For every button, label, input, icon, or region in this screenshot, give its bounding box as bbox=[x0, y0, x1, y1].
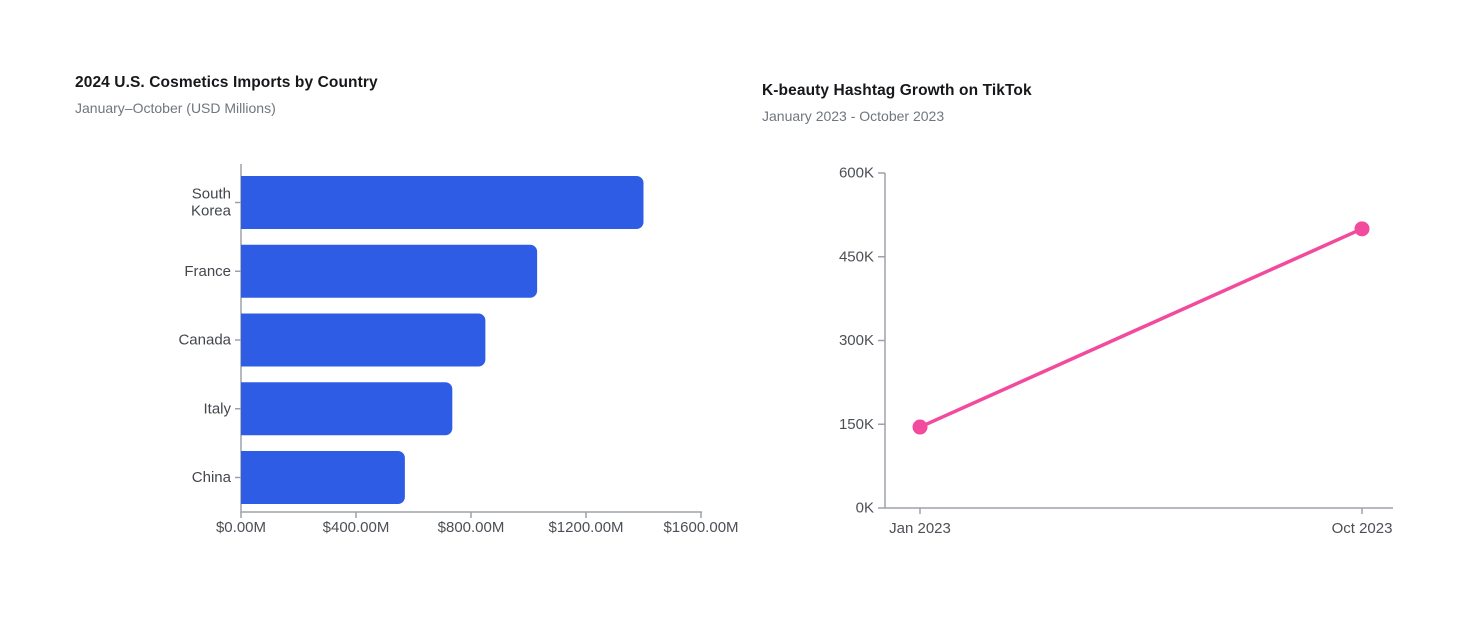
line-axis-line bbox=[884, 173, 1393, 509]
x-tick-label: $800.00M bbox=[438, 519, 505, 536]
bar-chart-figure: $0.00M $400.00M $800.00M $1200.00M $1600.00M… bbox=[178, 164, 739, 536]
category-label: South bbox=[192, 186, 231, 203]
y-tick-label: 600K bbox=[839, 165, 874, 182]
bar-chart-title: 2024 U.S. Cosmetics Imports by Country bbox=[75, 74, 378, 91]
data-point bbox=[912, 419, 928, 435]
x-tick-label: Oct 2023 bbox=[1332, 520, 1393, 537]
line-chart-title: K-beauty Hashtag Growth on TikTok bbox=[762, 82, 1032, 99]
line-chart-figure: 0K 150K 300K 450K 600K Jan 2023 Oct 2023 bbox=[839, 165, 1393, 537]
x-tick-label: $1600.00M bbox=[663, 519, 738, 536]
category-label: China bbox=[192, 469, 232, 486]
category-label: Italy bbox=[203, 400, 231, 417]
category-label: France bbox=[184, 263, 231, 280]
line-series bbox=[918, 227, 1364, 429]
y-tick-label: 0K bbox=[856, 500, 874, 517]
category-label: Korea bbox=[191, 203, 232, 220]
x-tick-label: $1200.00M bbox=[548, 519, 623, 536]
bar bbox=[241, 313, 486, 367]
x-tick-label: $400.00M bbox=[323, 519, 390, 536]
bar bbox=[241, 176, 644, 229]
category-label: Canada bbox=[178, 332, 231, 349]
x-tick-label: Jan 2023 bbox=[889, 520, 951, 537]
y-tick-label: 450K bbox=[839, 248, 874, 265]
bar-chart-subtitle: January–October (USD Millions) bbox=[75, 100, 276, 116]
data-point bbox=[1354, 221, 1370, 237]
x-tick-label: $0.00M bbox=[216, 519, 266, 536]
bar bbox=[241, 382, 453, 436]
y-tick-label: 300K bbox=[839, 332, 874, 349]
bar bbox=[241, 451, 405, 504]
bar bbox=[241, 244, 538, 298]
y-tick-label: 150K bbox=[839, 416, 874, 433]
line-chart-subtitle: January 2023 - October 2023 bbox=[762, 108, 945, 124]
